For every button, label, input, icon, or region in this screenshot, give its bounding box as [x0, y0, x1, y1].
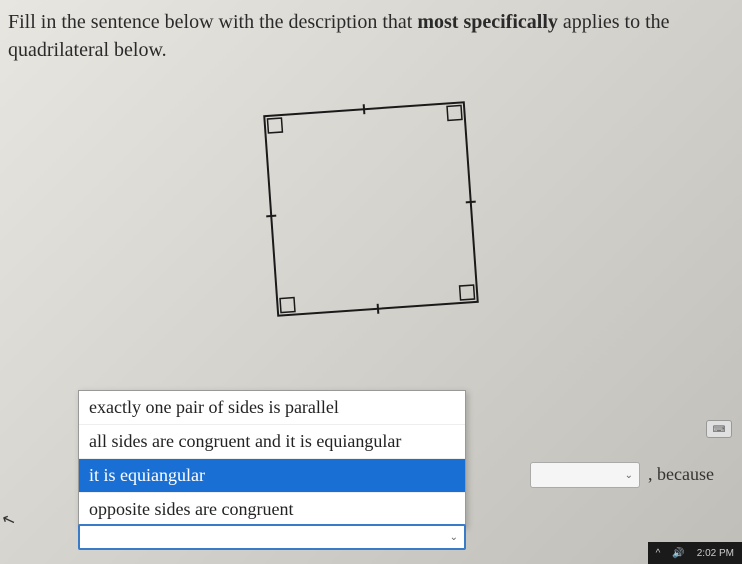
- reason-dropdown[interactable]: ⌄: [78, 524, 466, 550]
- figure-container: [0, 94, 742, 324]
- quadrilateral-figure: [248, 86, 493, 331]
- dropdown-list: exactly one pair of sides is parallel al…: [78, 390, 466, 527]
- taskbar-sound-icon[interactable]: 🔊: [672, 548, 684, 559]
- dropdown-option-0[interactable]: exactly one pair of sides is parallel: [79, 391, 465, 425]
- dropdown-option-1[interactable]: all sides are congruent and it is equian…: [79, 425, 465, 459]
- taskbar-time: 2:02 PM: [697, 548, 734, 559]
- keyboard-icon[interactable]: ⌨: [706, 420, 732, 438]
- chevron-down-icon: ⌄: [450, 532, 458, 543]
- question-prefix: Fill in the sentence below with the desc…: [8, 11, 417, 33]
- connector-text: , because: [648, 464, 714, 485]
- answer-dropdown-open[interactable]: exactly one pair of sides is parallel al…: [78, 390, 466, 527]
- question-emphasis: most specifically: [417, 11, 558, 33]
- classification-dropdown[interactable]: ⌄: [530, 462, 640, 488]
- chevron-down-icon: ⌄: [625, 470, 633, 481]
- taskbar-caret-icon[interactable]: ^: [656, 548, 661, 559]
- dropdown-option-3[interactable]: opposite sides are congruent: [79, 493, 465, 526]
- cursor-icon: ↖: [0, 508, 18, 531]
- taskbar: ^ 🔊 2:02 PM: [648, 542, 742, 564]
- question-prompt: Fill in the sentence below with the desc…: [0, 0, 742, 64]
- dropdown-option-2[interactable]: it is equiangular: [79, 459, 465, 493]
